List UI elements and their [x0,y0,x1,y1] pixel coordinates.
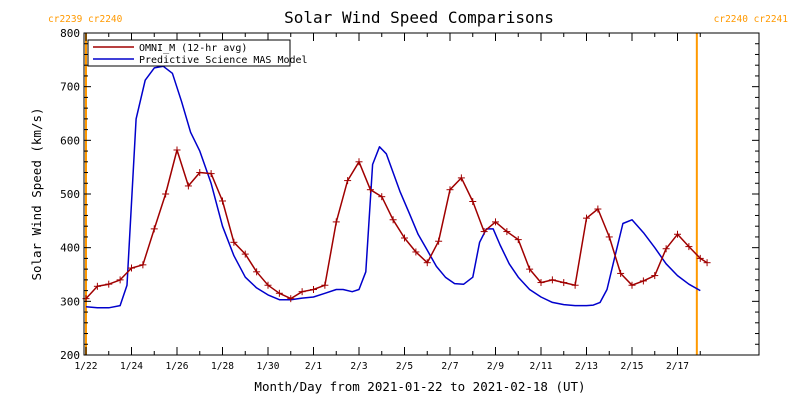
y-tick-label: 400 [60,242,80,255]
omni-data-point [298,288,306,296]
x-axis: 1/22 1/24 1/26 1/28 1/30 2/1 2/3 2/5 2/7 2/9 2/11 2… [75,33,701,372]
omni-data-point [469,198,477,206]
omni-data-point [703,259,711,267]
x-tick-label: 2/17 [666,361,689,372]
y-axis: 200 300 400 500 600 700 800 [60,27,759,362]
omni-data-point [355,158,363,166]
omni-data-point [548,276,556,284]
omni-data-point [457,174,465,182]
legend: OMNI_M (12-hr avg) Predictive Science MA… [87,39,308,67]
omni-data-point [571,281,579,289]
x-tick-label: 1/30 [257,361,280,372]
omni-data-point [583,214,590,222]
y-axis-title: Solar Wind Speed (km/s) [29,107,44,280]
y-tick-label: 700 [60,81,80,94]
x-tick-label: 2/7 [441,361,458,372]
omni-data-point [264,281,272,289]
omni-data-point [366,186,374,194]
omni-data-point [287,295,295,303]
omni-data-point [435,237,443,245]
omni-data-point [503,228,511,236]
omni-data-point [685,243,693,251]
omni-data-point [423,259,431,267]
omni-data-point [128,264,135,272]
legend-box [87,39,291,67]
omni-series-line [85,149,708,300]
omni-data-point [492,218,499,226]
x-tick-label: 1/22 [75,361,98,372]
omni-data-point [253,268,261,276]
omni-data-point [617,269,625,277]
omni-data-point [514,236,522,244]
omni-data-point [196,169,204,177]
chart-title: Solar Wind Speed Comparisons [284,8,554,27]
legend-label-omni: OMNI_M (12-hr avg) [139,43,247,54]
omni-data-point [310,286,317,294]
omni-data-point [446,186,454,194]
x-axis-title: Month/Day from 2021-01-22 to 2021-02-18 … [254,379,585,394]
omni-data-point [241,250,249,258]
plot-frame [83,32,760,356]
y-tick-label: 500 [60,188,80,201]
omni-data-point [628,281,636,289]
x-tick-label: 2/9 [487,361,504,372]
omni-data-point [150,225,158,233]
omni-data-point [696,254,704,262]
omni-data-point [651,272,659,280]
omni-data-point [139,261,147,269]
omni-data-point [412,248,420,256]
x-tick-label: 2/15 [621,361,644,372]
omni-data-point [105,280,113,288]
x-tick-label: 2/11 [530,361,553,372]
y-tick-label: 300 [60,295,80,308]
omni-data-point [207,170,215,178]
omni-data-point [173,146,181,154]
carrington-boundaries [85,33,698,355]
omni-data-point [401,234,408,242]
omni-data-point [93,282,101,290]
carrington-label-right: cr2240 cr2241 [714,14,789,25]
x-tick-label: 1/24 [120,361,143,372]
omni-data-point [594,205,602,213]
carrington-label-left: cr2239 cr2240 [48,14,123,25]
omni-data-point [560,279,568,287]
x-tick-label: 1/26 [166,361,189,372]
series-layer [82,65,711,309]
omni-data-point [378,193,386,201]
omni-data-point [116,276,124,284]
omni-data-point [674,230,681,238]
omni-data-point [526,265,534,273]
legend-label-model: Predictive Science MAS Model [139,55,308,66]
omni-data-point [219,197,226,205]
y-tick-label: 800 [60,27,80,40]
omni-data-point [332,218,340,226]
omni-data-point [537,279,545,287]
x-tick-label: 2/13 [575,361,598,372]
omni-data-point [184,182,192,190]
omni-data-point [480,228,488,236]
model-series-line [85,65,701,309]
omni-data-point [639,277,647,285]
omni-data-point [275,289,283,297]
omni-data-point [344,177,352,185]
omni-data-point [162,190,170,198]
x-tick-label: 1/28 [211,361,234,372]
omni-data-point [389,216,397,224]
x-tick-label: 2/1 [305,361,322,372]
omni-data-point [605,233,613,241]
omni-data-point [230,238,238,246]
x-tick-label: 2/3 [350,361,367,372]
omni-data-point [321,281,329,289]
y-tick-label: 600 [60,134,80,147]
y-tick-label: 200 [60,349,80,362]
x-tick-label: 2/5 [396,361,413,372]
omni-data-point [662,245,670,253]
